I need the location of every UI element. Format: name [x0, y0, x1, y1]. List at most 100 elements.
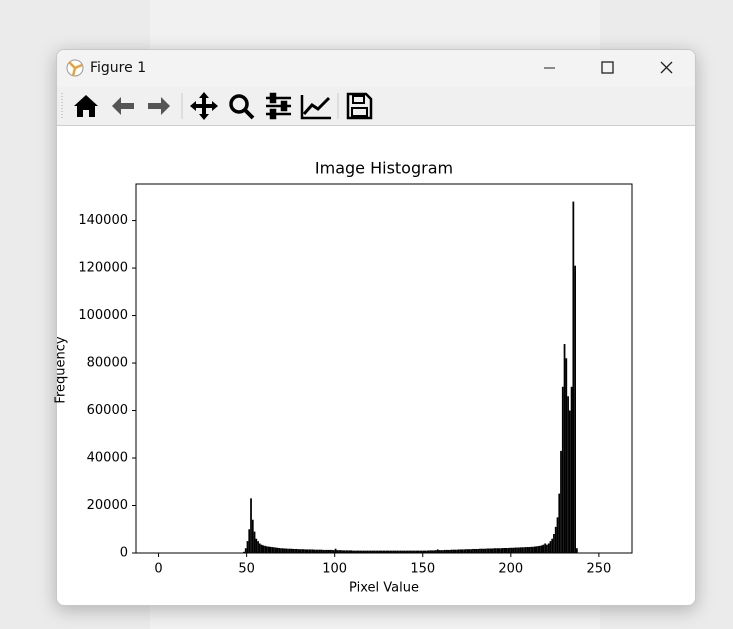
bar — [553, 534, 555, 553]
y-tick-label: 20000 — [87, 498, 128, 513]
close-button[interactable] — [660, 61, 673, 74]
bar — [271, 547, 274, 553]
bar — [517, 547, 520, 553]
bar — [486, 548, 488, 553]
bar — [380, 550, 383, 553]
bar — [338, 550, 340, 553]
x-tick-label: 250 — [586, 562, 611, 577]
bar — [429, 550, 432, 553]
zoom-button[interactable] — [229, 94, 255, 120]
bar — [417, 550, 420, 553]
bar — [264, 545, 266, 553]
bar — [528, 547, 531, 553]
maximize-button[interactable] — [601, 61, 614, 74]
bar — [329, 549, 332, 553]
bar — [445, 549, 448, 553]
pan-button[interactable] — [190, 92, 218, 120]
bar — [345, 550, 348, 553]
configure-button[interactable] — [266, 92, 291, 120]
y-tick-label: 80000 — [87, 356, 128, 371]
bar — [475, 548, 478, 553]
back-button[interactable] — [112, 97, 134, 115]
bar — [516, 547, 518, 553]
bar — [375, 550, 377, 553]
save-button[interactable] — [346, 92, 373, 120]
bar — [350, 550, 353, 553]
bar — [253, 531, 256, 553]
bar — [299, 549, 302, 553]
bar — [510, 547, 513, 553]
bar — [295, 548, 298, 553]
bar — [433, 550, 436, 553]
bar — [336, 550, 339, 553]
bar — [540, 545, 543, 553]
bar — [551, 538, 554, 553]
bar — [556, 517, 559, 553]
x-tick-label: 50 — [238, 562, 255, 577]
bar — [502, 548, 504, 553]
bar — [575, 548, 578, 553]
bar — [523, 547, 525, 553]
bar — [533, 546, 536, 553]
bar — [420, 550, 423, 553]
bar — [547, 543, 550, 553]
bar — [384, 550, 386, 553]
bar — [332, 550, 335, 553]
bar — [479, 548, 481, 553]
home-button[interactable] — [74, 95, 98, 117]
bar — [352, 550, 355, 553]
bar — [403, 550, 406, 553]
bar — [498, 548, 501, 553]
bar — [415, 550, 418, 553]
bar — [301, 549, 303, 553]
bar — [325, 549, 328, 553]
bar — [512, 547, 515, 553]
bar — [320, 549, 323, 553]
bar — [484, 548, 487, 553]
x-axis-label: Pixel Value — [349, 581, 419, 596]
bar — [413, 550, 416, 553]
bar — [359, 550, 362, 553]
bar — [287, 548, 289, 553]
bar — [450, 549, 453, 553]
bar — [535, 546, 538, 553]
bar — [310, 549, 312, 553]
bar — [563, 344, 566, 553]
bar — [509, 547, 511, 553]
bar — [324, 549, 326, 553]
bar — [449, 549, 451, 553]
bar — [357, 550, 360, 553]
forward-button[interactable] — [148, 97, 170, 115]
bar — [428, 550, 430, 553]
bar — [572, 201, 575, 554]
bar — [472, 548, 474, 553]
bar — [243, 551, 245, 553]
y-axis-label: Frequency — [54, 336, 69, 403]
bar — [438, 550, 441, 553]
bar — [308, 549, 311, 553]
bar — [396, 550, 399, 553]
bar — [410, 550, 413, 553]
bar — [373, 550, 376, 553]
bar — [549, 541, 552, 553]
bar — [447, 549, 450, 553]
bar — [526, 547, 529, 553]
bar — [244, 548, 247, 553]
bar — [408, 550, 411, 553]
bar — [496, 548, 499, 553]
y-tick-label: 140000 — [78, 213, 128, 228]
bar — [327, 549, 330, 553]
bar — [361, 550, 363, 553]
bar — [288, 548, 291, 553]
bar — [470, 549, 473, 553]
bar — [376, 550, 379, 553]
bar — [405, 550, 407, 553]
y-tick-label: 100000 — [78, 308, 128, 323]
edit-axes-button[interactable] — [300, 95, 331, 120]
bar — [521, 547, 524, 553]
bar — [546, 544, 548, 553]
bar — [315, 549, 318, 553]
bar — [248, 529, 251, 553]
bar — [257, 541, 259, 553]
